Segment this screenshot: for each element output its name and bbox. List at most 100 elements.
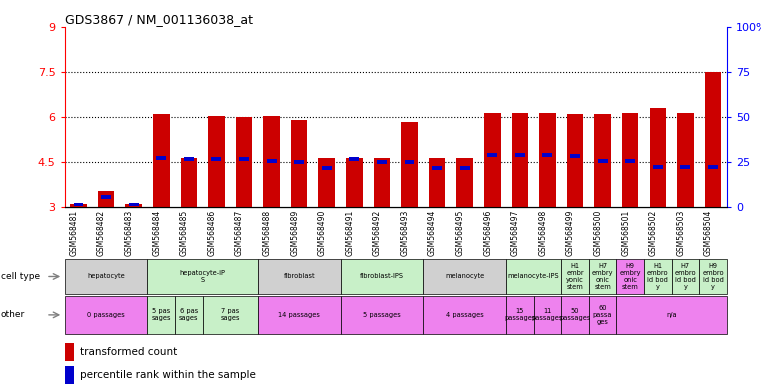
Text: H1
embr
yonic
stem: H1 embr yonic stem <box>566 263 584 290</box>
Text: melanocyte-IPS: melanocyte-IPS <box>508 273 559 280</box>
Bar <box>184 157 194 161</box>
Bar <box>239 157 249 161</box>
Text: GSM568499: GSM568499 <box>566 210 575 256</box>
Bar <box>705 72 721 207</box>
Bar <box>543 153 552 157</box>
Bar <box>266 159 276 162</box>
Bar <box>570 154 580 158</box>
Bar <box>346 158 362 207</box>
Text: GSM568496: GSM568496 <box>483 210 492 256</box>
Bar <box>594 114 611 207</box>
Bar <box>484 113 501 207</box>
Bar <box>65 296 148 334</box>
Text: fibroblast: fibroblast <box>283 273 315 280</box>
Bar <box>129 202 139 206</box>
Bar <box>349 157 359 161</box>
Bar <box>506 259 561 294</box>
Text: H1
embro
id bod
y: H1 embro id bod y <box>647 263 669 290</box>
Bar <box>291 120 307 207</box>
Bar <box>263 116 280 207</box>
Bar <box>561 296 589 334</box>
Text: GSM568483: GSM568483 <box>125 210 134 256</box>
Text: 5 pas
sages: 5 pas sages <box>151 308 171 321</box>
Bar <box>148 296 175 334</box>
Text: H9
embry
onic
stem: H9 embry onic stem <box>619 263 641 290</box>
Bar <box>65 343 75 361</box>
Bar <box>295 161 304 164</box>
Bar <box>236 117 252 207</box>
Text: fibroblast-IPS: fibroblast-IPS <box>360 273 404 280</box>
Bar <box>432 166 442 170</box>
Text: 11
passages: 11 passages <box>532 308 563 321</box>
Bar <box>202 296 258 334</box>
Text: 50
passages: 50 passages <box>559 308 591 321</box>
Bar <box>671 259 699 294</box>
Bar <box>423 259 506 294</box>
Text: 7 pas
sages: 7 pas sages <box>221 308 240 321</box>
Text: 4 passages: 4 passages <box>446 312 483 318</box>
Text: melanocyte: melanocyte <box>445 273 484 280</box>
Bar <box>318 158 335 207</box>
Text: GSM568491: GSM568491 <box>345 210 355 256</box>
Bar <box>511 113 528 207</box>
Bar <box>597 159 607 162</box>
Text: GSM568486: GSM568486 <box>208 210 216 256</box>
Text: GSM568494: GSM568494 <box>428 210 437 256</box>
Bar <box>101 195 111 199</box>
Text: GSM568503: GSM568503 <box>677 210 686 256</box>
Bar <box>649 108 666 207</box>
Text: H7
embro
id bod
y: H7 embro id bod y <box>674 263 696 290</box>
Bar <box>457 158 473 207</box>
Bar <box>487 153 497 157</box>
Bar <box>156 156 166 159</box>
Text: GDS3867 / NM_001136038_at: GDS3867 / NM_001136038_at <box>65 13 253 26</box>
Bar <box>567 114 584 207</box>
Text: hepatocyte: hepatocyte <box>88 273 125 280</box>
Bar <box>65 259 148 294</box>
Text: GSM568498: GSM568498 <box>539 210 547 256</box>
Text: 0 passages: 0 passages <box>88 312 125 318</box>
Text: GSM568504: GSM568504 <box>704 210 713 256</box>
Text: GSM568481: GSM568481 <box>69 210 78 256</box>
Bar <box>341 259 423 294</box>
Text: hepatocyte-iP
S: hepatocyte-iP S <box>180 270 225 283</box>
Bar <box>405 161 415 164</box>
Text: GSM568482: GSM568482 <box>97 210 106 256</box>
Bar <box>258 296 341 334</box>
Text: GSM568490: GSM568490 <box>318 210 326 256</box>
Text: GSM568497: GSM568497 <box>511 210 520 256</box>
Bar <box>708 165 718 169</box>
Bar <box>589 259 616 294</box>
Bar <box>70 204 87 207</box>
Bar <box>377 161 387 164</box>
Bar <box>506 296 533 334</box>
Text: GSM568489: GSM568489 <box>290 210 299 256</box>
Text: H9
embro
id bod
y: H9 embro id bod y <box>702 263 724 290</box>
Bar <box>460 166 470 170</box>
Text: transformed count: transformed count <box>80 347 177 357</box>
Bar <box>622 113 638 207</box>
Bar <box>212 157 221 161</box>
Bar <box>74 202 84 206</box>
Text: GSM568488: GSM568488 <box>263 210 272 256</box>
Bar <box>126 204 142 207</box>
Text: 60
passa
ges: 60 passa ges <box>593 305 613 325</box>
Bar <box>533 296 561 334</box>
Bar <box>258 259 341 294</box>
Bar <box>429 158 445 207</box>
Text: 15
passages: 15 passages <box>505 308 536 321</box>
Bar <box>175 296 202 334</box>
Bar <box>677 113 694 207</box>
Text: GSM568487: GSM568487 <box>235 210 244 256</box>
Text: cell type: cell type <box>1 272 40 281</box>
Text: GSM568501: GSM568501 <box>621 210 630 256</box>
Bar <box>153 114 170 207</box>
Bar <box>423 296 506 334</box>
Bar <box>616 259 644 294</box>
Bar <box>209 116 224 207</box>
Bar <box>626 159 635 162</box>
Text: 5 passages: 5 passages <box>363 312 401 318</box>
Bar <box>653 165 663 169</box>
Text: percentile rank within the sample: percentile rank within the sample <box>80 370 256 380</box>
Bar <box>97 191 114 207</box>
